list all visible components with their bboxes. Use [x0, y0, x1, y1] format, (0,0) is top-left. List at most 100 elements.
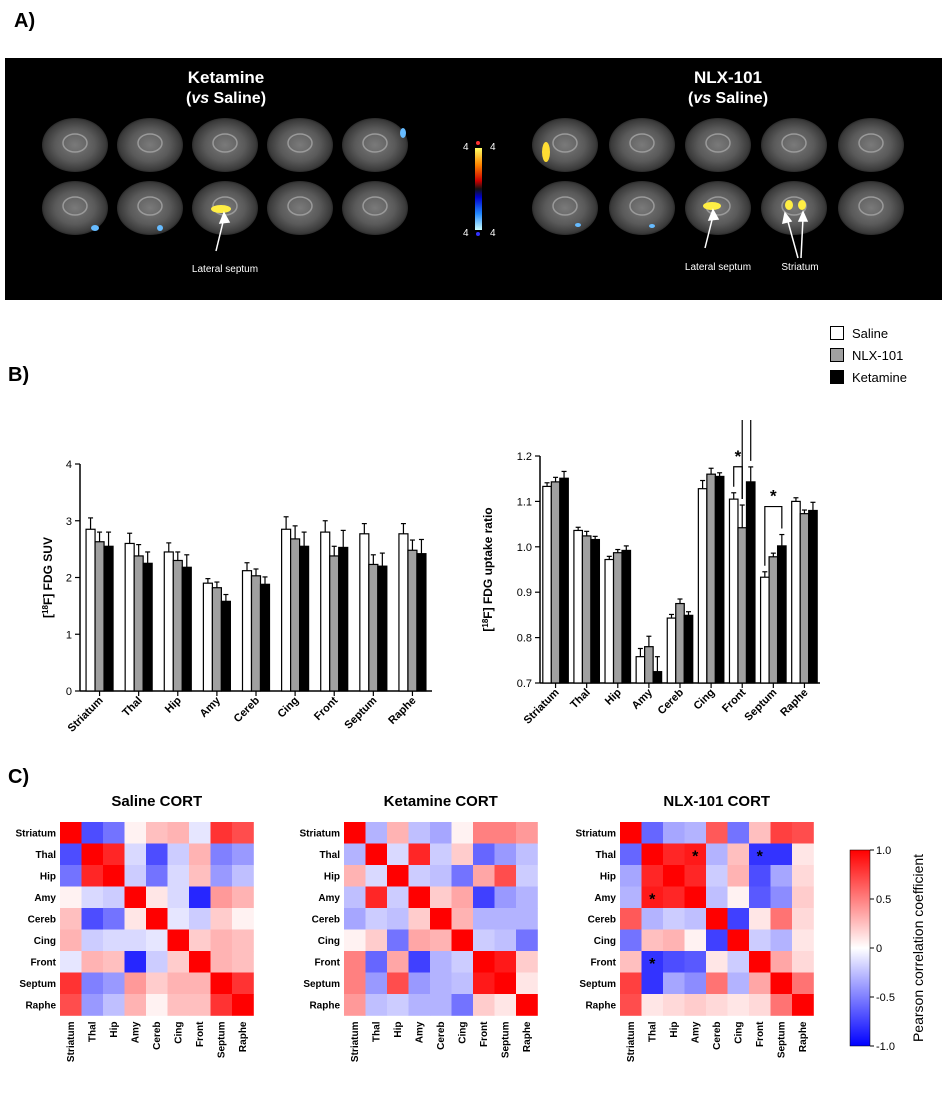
heatmap-cell	[387, 929, 409, 952]
heatmap-cell	[232, 886, 254, 909]
heatmap-cell	[663, 972, 685, 995]
bar-ketamine-front	[338, 546, 349, 692]
row-label: Raphe	[585, 1000, 616, 1011]
bar-nlx101-thal	[581, 535, 592, 684]
bar-ketamine-amy	[220, 600, 231, 692]
heatmap-cell	[232, 843, 254, 866]
heatmap-cell	[727, 886, 750, 909]
column-label: Hip	[669, 1022, 680, 1038]
panel-label-b: B)	[8, 364, 30, 386]
heatmap-cell	[641, 994, 664, 1016]
row-label: Septum	[579, 979, 616, 990]
row-label: Striatum	[299, 828, 340, 839]
heatmap-cell	[770, 822, 793, 844]
heatmap-cell	[451, 972, 474, 995]
brain-slice	[532, 181, 598, 235]
heatmap-cell	[663, 929, 685, 952]
brain-slice	[609, 118, 675, 172]
heatmap-cell	[146, 886, 168, 909]
heatmap-cell	[792, 886, 814, 909]
heatmap-cell	[387, 886, 409, 909]
row-label: Septum	[19, 979, 56, 990]
heatmap-cell	[473, 865, 495, 887]
heatmap-cell	[167, 994, 190, 1016]
heatmap-cell	[408, 908, 431, 930]
heatmap-cell	[408, 865, 431, 887]
row-label: Thal	[319, 850, 340, 861]
heatmap-cell	[387, 908, 409, 930]
heatmap-cell	[641, 972, 664, 995]
heatmap-cell	[451, 886, 474, 909]
column-label: Striatum	[350, 1021, 361, 1062]
heatmap-cell	[365, 865, 388, 887]
bar-ketamine-hip	[621, 549, 632, 684]
heatmap-cell	[365, 908, 388, 930]
heatmap-cell	[430, 929, 452, 952]
significance-bracket	[741, 420, 752, 500]
bar-saline-raphe	[398, 533, 409, 692]
heatmap-cell	[684, 994, 707, 1016]
heatmap-cell	[473, 886, 495, 909]
heatmap-title: Ketamine CORT	[384, 793, 498, 810]
bar-ketamine-hip	[181, 566, 192, 692]
heatmap-cell	[365, 929, 388, 952]
heatmap-cell	[344, 865, 366, 887]
column-label: Front	[479, 1021, 490, 1047]
heatmap-cell	[124, 822, 147, 844]
heatmap-cell	[516, 994, 538, 1016]
heatmap-cell	[60, 972, 82, 995]
heatmap-cell	[792, 951, 814, 973]
heatmap-cell	[684, 972, 707, 995]
heatmap-cell	[408, 886, 431, 909]
brain-slice	[342, 181, 408, 235]
heatmap-cell	[232, 972, 254, 995]
heatmap-cell	[770, 972, 793, 995]
bar-nlx101-cing	[290, 538, 301, 692]
heatmap-cell	[365, 822, 388, 844]
legend-label-ketamine: Ketamine	[852, 369, 907, 385]
heatmap-cell	[167, 972, 190, 995]
brain-slice	[761, 118, 827, 172]
colorbar-tick-label: 0	[876, 943, 882, 955]
chart-legend: Saline NLX-101 Ketamine	[830, 322, 940, 388]
heatmap-cell	[365, 994, 388, 1016]
heatmap-cell	[60, 822, 82, 844]
column-label: Front	[755, 1021, 766, 1047]
heatmap-cell	[473, 822, 495, 844]
heatmap-cell	[641, 865, 664, 887]
x-tick-label: Cereb	[232, 694, 263, 725]
heatmap-cell	[344, 886, 366, 909]
heatmap-cell	[620, 865, 642, 887]
heatmap-cell	[81, 929, 104, 952]
heatmap-cell	[430, 972, 452, 995]
heatmap-cell	[146, 843, 168, 866]
heatmap-cell	[408, 951, 431, 973]
brain-slice	[267, 118, 333, 172]
bar-nlx101-hip	[172, 559, 183, 692]
significance-star: *	[649, 891, 656, 908]
heatmap-cell	[684, 929, 707, 952]
suv-bar-chart: 0 1 2 3 4 [18F] FDG SUV Striatum Thal Hip Amy Cere…	[41, 459, 432, 735]
heatmap-cell	[663, 908, 685, 930]
bar-ketamine-raphe	[808, 509, 818, 684]
heatmap-cell	[770, 908, 793, 930]
brain-slice	[838, 181, 904, 235]
heatmap-cell	[516, 865, 538, 887]
heatmap-cell	[770, 994, 793, 1016]
heatmap-cell	[663, 843, 685, 866]
heatmap-cell	[146, 951, 168, 973]
heatmap-cell	[81, 865, 104, 887]
bar-nlx101-raphe	[799, 513, 810, 684]
bar-nlx101-hip	[612, 552, 623, 684]
scale-label-bottom-right: 4	[490, 228, 496, 239]
row-label: Cereb	[312, 914, 340, 925]
heatmap-cell	[641, 951, 664, 973]
heatmap-cell	[146, 908, 168, 930]
heatmap-cell	[663, 865, 685, 887]
bar-nlx101-front	[737, 527, 748, 684]
heatmap-cell	[167, 886, 190, 909]
x-tick-label: Septum	[342, 694, 379, 731]
significance-star: *	[770, 487, 777, 506]
x-tick-label: Raphe	[386, 695, 418, 727]
heatmap-cell	[167, 908, 190, 930]
